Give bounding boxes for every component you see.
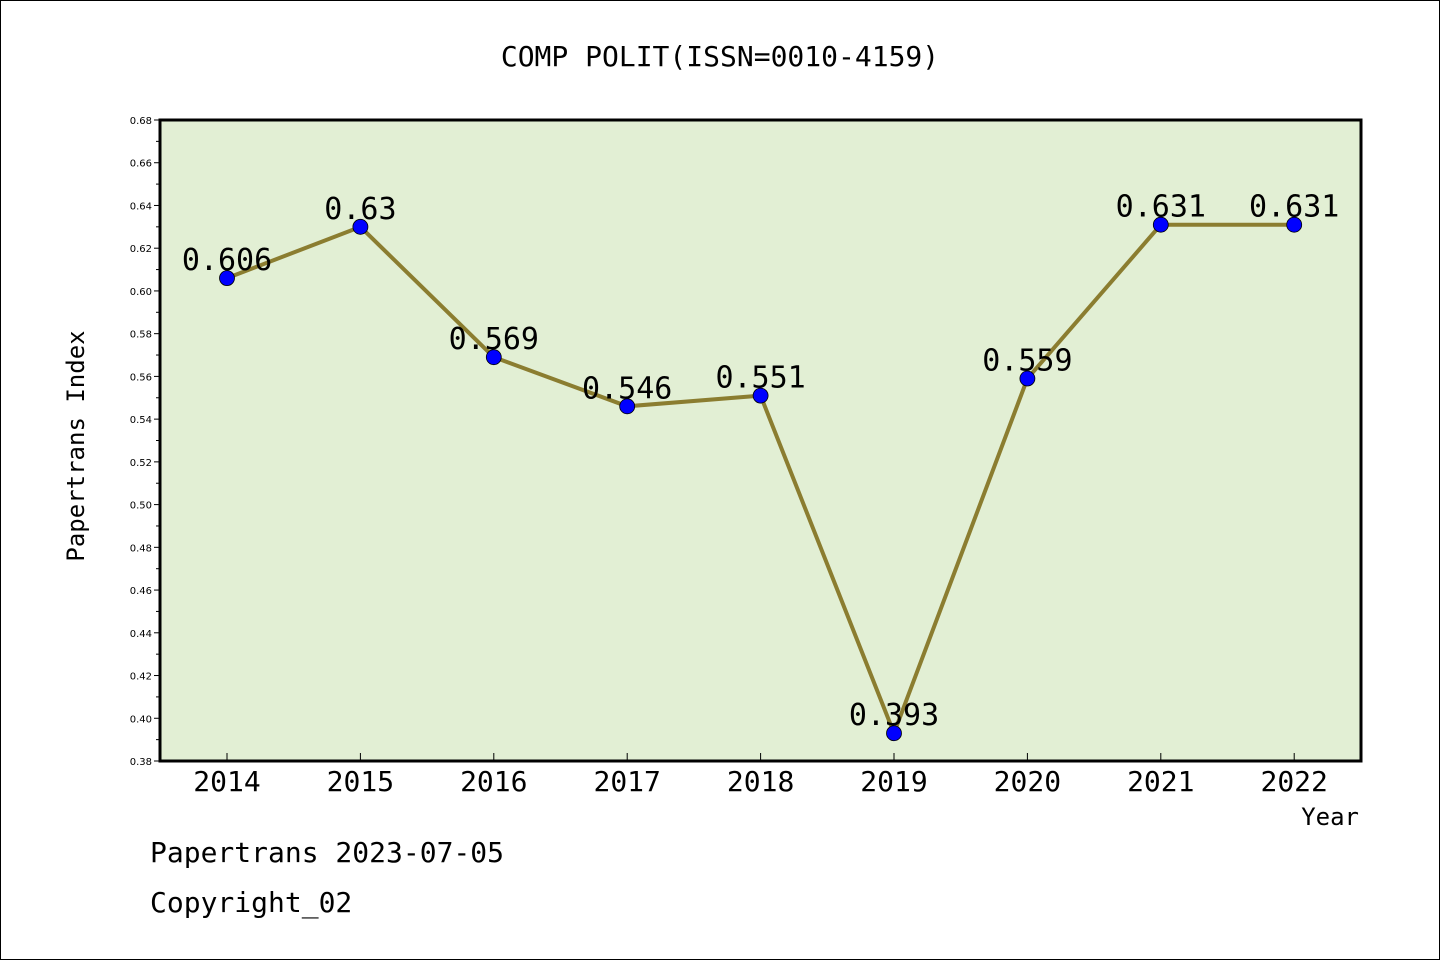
data-point	[619, 398, 636, 415]
y-tick-label: 0.60	[130, 287, 152, 298]
data-label: 0.393	[849, 698, 939, 733]
y-tick-label: 0.38	[130, 757, 152, 768]
footer-copyright: Copyright_02	[150, 886, 353, 919]
x-tick-label: 2016	[460, 765, 527, 798]
data-point	[1286, 216, 1303, 233]
y-tick-label: 0.42	[130, 672, 152, 683]
x-tick-label: 2019	[860, 765, 927, 798]
data-label: 0.631	[1249, 190, 1339, 225]
data-label: 0.559	[982, 344, 1072, 379]
data-point	[886, 725, 902, 742]
data-point	[219, 270, 235, 287]
series-layer: 0.606 0.63 0.569 0.546 0.551 0.393 0.559 0.631 0…	[182, 190, 1339, 742]
data-label: 0.546	[582, 371, 672, 406]
y-tick-label: 0.40	[130, 714, 152, 725]
y-tick-label: 0.56	[130, 372, 152, 383]
data-point	[485, 349, 502, 366]
x-axis: 2014 2015 2016 2017 2018 2019 2020 2021 2022	[193, 753, 1328, 798]
x-tick-label: 2022	[1260, 765, 1327, 798]
x-tick-label: 2021	[1127, 765, 1194, 798]
y-tick-label: 0.52	[130, 458, 152, 469]
y-tick-label: 0.68	[130, 116, 152, 127]
data-label: 0.63	[324, 192, 396, 227]
x-axis-label: Year	[1301, 803, 1359, 831]
chart-title: COMP POLIT(ISSN=0010-4159)	[501, 40, 939, 73]
data-label: 0.606	[182, 243, 272, 278]
y-tick-label: 0.48	[130, 543, 152, 554]
y-axis-label: Papertrans Index	[62, 330, 90, 561]
y-tick-label: 0.50	[130, 501, 152, 512]
x-tick-label: 2014	[193, 765, 260, 798]
y-tick-label: 0.58	[130, 330, 152, 341]
x-tick-label: 2017	[593, 765, 660, 798]
y-tick-label: 0.66	[130, 159, 152, 170]
data-point	[1152, 216, 1169, 233]
y-tick-label: 0.46	[130, 586, 152, 597]
x-tick-label: 2018	[727, 765, 794, 798]
data-point	[1019, 370, 1036, 387]
y-axis: 0.38 0.40 0.42 0.44 0.46 0.48 0.50 0.52 0.54 0.56…	[130, 116, 160, 768]
footer-date: Papertrans 2023-07-05	[150, 836, 505, 869]
x-tick-label: 2015	[327, 765, 394, 798]
data-label: 0.569	[449, 322, 539, 357]
x-tick-label: 2020	[994, 765, 1061, 798]
y-tick-label: 0.62	[130, 244, 152, 255]
y-tick-label: 0.44	[130, 629, 152, 640]
y-tick-label: 0.54	[130, 415, 152, 426]
data-label: 0.631	[1116, 190, 1206, 225]
data-point	[752, 387, 769, 404]
data-point	[352, 218, 369, 235]
data-label: 0.551	[715, 361, 805, 396]
y-tick-label: 0.64	[130, 201, 152, 212]
